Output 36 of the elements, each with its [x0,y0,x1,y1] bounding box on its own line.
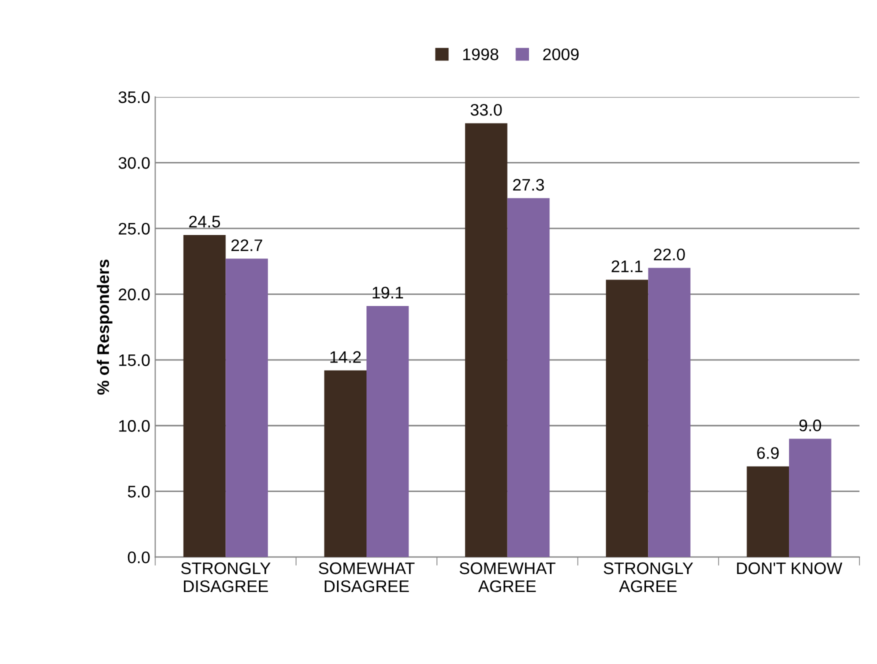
data-label: 19.1 [372,286,404,299]
data-label: 27.3 [513,178,544,191]
data-label: 21.1 [612,260,642,272]
bar [183,234,226,558]
data-label: 33.0 [470,104,502,116]
y-axis-title: % of Responders [96,260,112,395]
y-tick-label: 0.0 [128,551,150,564]
x-tick-label: SOMEWHAT DISAGREE [318,562,415,592]
y-tick-label: 30.0 [118,157,150,169]
x-tick-label: STRONGLY DISAGREE [181,562,271,592]
bar [366,306,409,558]
y-tick-label: 35.0 [118,91,150,104]
data-label: 6.9 [757,447,779,459]
bar [648,268,690,558]
legend-label: 2009 [543,48,579,60]
legend-label: 1998 [463,48,498,60]
y-tick-label: 5.0 [128,486,150,498]
x-tick-label: SOMEWHAT AGREE [460,562,556,592]
y-tick-label: 20.0 [118,288,150,300]
data-label: 9.0 [799,420,822,432]
bar [746,466,790,558]
y-tick-label: 10.0 [119,420,150,432]
data-label: 14.2 [330,351,361,363]
bar [507,198,550,558]
bar [465,123,508,558]
bar [226,258,268,558]
x-tick-label: STRONGLY AGREE [604,562,694,592]
y-tick-label: 15.0 [119,354,150,366]
data-label: 22.7 [231,239,262,252]
x-tick-label: DON'T KNOW [737,562,842,574]
data-label: 24.5 [189,216,220,228]
y-tick-label: 25.0 [118,222,150,235]
bar [789,438,832,558]
data-label: 22.0 [654,248,685,260]
bar [606,280,648,558]
bar [324,370,366,558]
